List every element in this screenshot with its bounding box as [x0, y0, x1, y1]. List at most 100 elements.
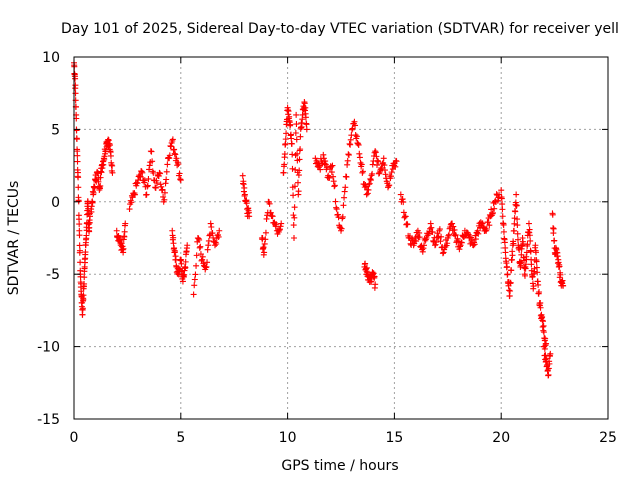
- data-point: [152, 184, 159, 191]
- data-point: [174, 162, 181, 169]
- data-point: [330, 178, 337, 185]
- data-point: [435, 234, 442, 241]
- x-tick-label: 20: [492, 430, 510, 446]
- data-point: [239, 172, 246, 179]
- data-point: [352, 132, 359, 139]
- data-point: [374, 162, 381, 169]
- data-point: [150, 169, 157, 176]
- data-point: [303, 126, 310, 133]
- data-point: [106, 140, 113, 147]
- data-point: [485, 219, 492, 226]
- data-point: [375, 158, 382, 165]
- data-point: [339, 213, 346, 220]
- data-point: [172, 249, 179, 256]
- data-point: [74, 152, 81, 159]
- data-point: [464, 230, 471, 237]
- data-point: [288, 135, 295, 142]
- data-point: [363, 265, 370, 272]
- data-point: [471, 241, 478, 248]
- data-point: [527, 248, 534, 255]
- data-point: [518, 259, 525, 266]
- data-point: [498, 187, 505, 194]
- data-point: [296, 167, 303, 174]
- data-point: [97, 174, 104, 181]
- data-point: [449, 220, 456, 227]
- data-point: [161, 196, 168, 203]
- data-point: [550, 225, 557, 232]
- data-point: [539, 324, 546, 331]
- data-point: [474, 227, 481, 234]
- data-point: [182, 258, 189, 265]
- data-point: [367, 175, 374, 182]
- data-point: [203, 263, 210, 270]
- data-point: [499, 206, 506, 213]
- data-point: [498, 195, 505, 202]
- y-tick-label: 5: [51, 122, 60, 138]
- data-point: [199, 256, 206, 263]
- data-point: [363, 191, 370, 198]
- data-point: [539, 317, 546, 324]
- data-point: [547, 350, 554, 357]
- chart-title: Day 101 of 2025, Sidereal Day-to-day VTE…: [61, 21, 619, 37]
- data-point: [358, 161, 365, 168]
- data-point: [262, 236, 269, 243]
- data-point: [491, 205, 498, 212]
- data-point: [456, 246, 463, 253]
- data-point: [299, 111, 306, 118]
- data-point: [514, 216, 521, 223]
- data-point: [540, 318, 547, 325]
- data-point: [294, 179, 301, 186]
- data-point: [427, 220, 434, 227]
- data-point: [273, 221, 280, 228]
- data-point: [380, 155, 387, 162]
- data-point: [423, 235, 430, 241]
- data-point: [344, 157, 351, 164]
- data-point: [89, 199, 96, 206]
- data-point: [75, 174, 82, 181]
- data-point: [85, 200, 92, 207]
- data-point: [355, 140, 362, 147]
- data-point: [404, 221, 411, 228]
- data-point: [368, 172, 375, 179]
- data-point: [262, 229, 269, 236]
- data-point: [196, 244, 203, 251]
- data-point: [388, 173, 395, 180]
- data-point: [362, 260, 369, 267]
- data-point: [80, 292, 87, 299]
- data-point: [475, 230, 482, 237]
- data-point: [82, 249, 89, 256]
- data-point: [170, 234, 177, 241]
- data-point: [470, 242, 477, 249]
- data-point: [494, 197, 501, 204]
- data-point: [489, 210, 496, 217]
- data-point: [191, 276, 198, 283]
- data-point: [282, 136, 289, 143]
- data-point: [260, 244, 267, 251]
- data-point: [133, 179, 140, 186]
- data-point: [287, 121, 294, 128]
- data-point: [546, 360, 553, 367]
- data-point: [296, 156, 303, 163]
- data-point: [108, 161, 115, 168]
- data-point: [433, 239, 440, 246]
- data-point: [148, 148, 155, 155]
- data-point: [533, 258, 540, 265]
- data-point: [349, 125, 356, 132]
- data-point: [328, 169, 335, 176]
- data-point: [76, 232, 83, 239]
- data-point: [294, 150, 301, 157]
- data-point: [371, 273, 378, 280]
- data-point: [489, 209, 496, 216]
- data-point: [438, 233, 445, 240]
- data-point: [431, 242, 438, 249]
- data-point: [393, 158, 400, 165]
- data-point: [312, 155, 319, 162]
- data-point: [184, 242, 191, 249]
- data-point: [75, 184, 82, 191]
- y-axis-label: SDTVAR / TECUs: [6, 181, 22, 296]
- data-point: [141, 177, 148, 184]
- data-point: [241, 191, 248, 198]
- data-point: [472, 232, 479, 239]
- data-point: [191, 282, 198, 289]
- data-point: [554, 253, 561, 260]
